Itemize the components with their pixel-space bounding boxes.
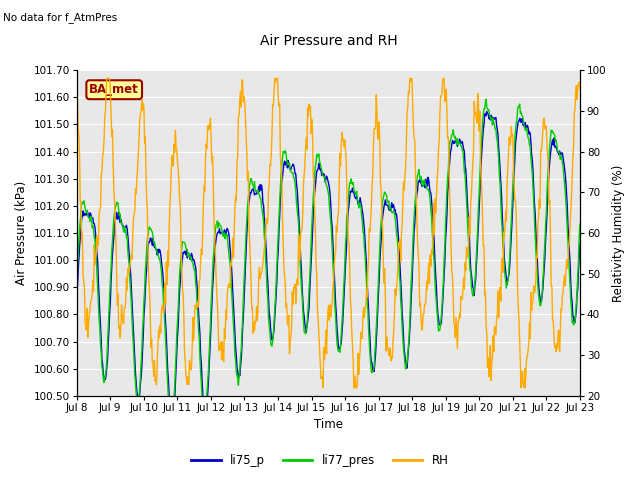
Text: No data for f_AtmPres: No data for f_AtmPres — [3, 12, 118, 23]
X-axis label: Time: Time — [314, 419, 343, 432]
Text: BA_met: BA_met — [90, 83, 139, 96]
Legend: li75_p, li77_pres, RH: li75_p, li77_pres, RH — [187, 449, 453, 472]
Y-axis label: Relativity Humidity (%): Relativity Humidity (%) — [612, 164, 625, 302]
Y-axis label: Air Pressure (kPa): Air Pressure (kPa) — [15, 181, 28, 285]
Title: Air Pressure and RH: Air Pressure and RH — [259, 34, 397, 48]
